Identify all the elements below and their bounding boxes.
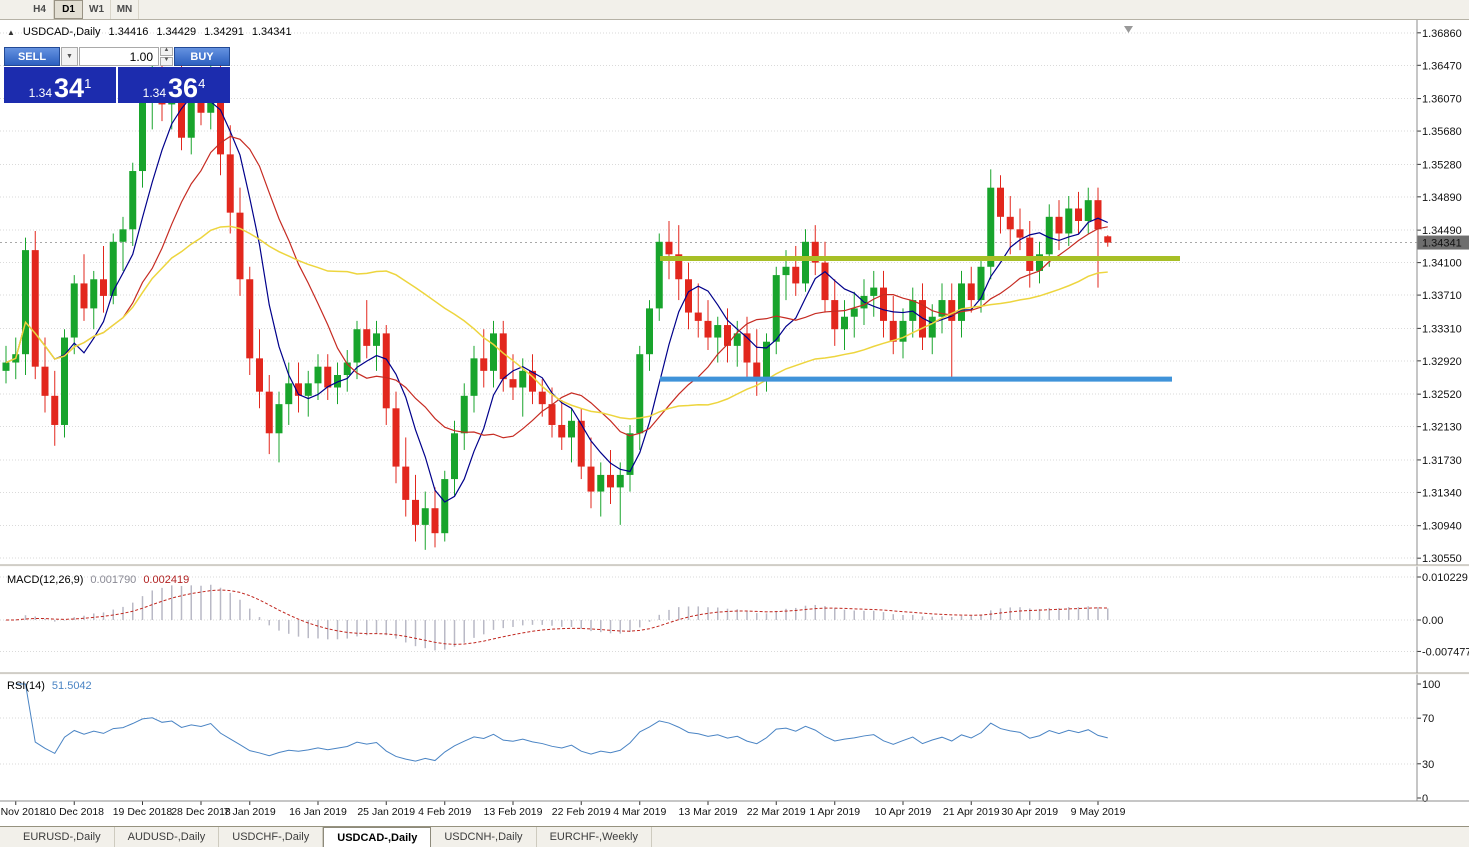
chart-tab-usdcnh-daily[interactable]: USDCNH-,Daily xyxy=(431,827,537,847)
svg-text:19 Dec 2018: 19 Dec 2018 xyxy=(113,806,173,818)
svg-text:1 Apr 2019: 1 Apr 2019 xyxy=(809,806,860,818)
svg-text:1.33310: 1.33310 xyxy=(1422,323,1462,335)
svg-text:1.32920: 1.32920 xyxy=(1422,356,1462,368)
ohlc-low: 1.34291 xyxy=(204,26,244,38)
ma-slow xyxy=(5,225,1108,420)
svg-text:28 Dec 2018: 28 Dec 2018 xyxy=(171,806,231,818)
collapse-trade-panel-icon[interactable]: ▲ xyxy=(7,27,15,37)
svg-text:22 Feb 2019: 22 Feb 2019 xyxy=(552,806,611,818)
rsi-panel: 100 70 30 0 xyxy=(0,679,1440,805)
chart-canvas[interactable]: 0.0102290.00-0.007477100703001.368601.36… xyxy=(0,20,1469,826)
sell-button[interactable]: SELL xyxy=(4,47,60,66)
ohlc-close: 1.34341 xyxy=(251,26,292,38)
macd-signal-value: 0.002419 xyxy=(143,574,190,586)
svg-text:1.36470: 1.36470 xyxy=(1422,60,1462,72)
chart-tab-usdcad-daily[interactable]: USDCAD-,Daily xyxy=(323,827,432,847)
timeframe-button-h4[interactable]: H4 xyxy=(26,0,54,19)
svg-text:1.30940: 1.30940 xyxy=(1422,521,1462,533)
bid-point: 1 xyxy=(84,76,92,91)
volume-dropdown-icon[interactable]: ▼ xyxy=(61,47,78,66)
ask-price-box[interactable]: 1.34 36 4 xyxy=(118,67,230,103)
svg-text:1.33710: 1.33710 xyxy=(1422,290,1462,302)
ask-point: 4 xyxy=(198,76,206,91)
svg-text:9 May 2019: 9 May 2019 xyxy=(1071,806,1126,818)
chart-area: 0.0102290.00-0.007477100703001.368601.36… xyxy=(0,20,1469,826)
rsi-name: RSI(14) xyxy=(7,680,45,692)
svg-text:1.36070: 1.36070 xyxy=(1422,94,1462,106)
svg-text:7 Jan 2019: 7 Jan 2019 xyxy=(224,806,276,818)
macd-name: MACD(12,26,9) xyxy=(7,574,84,586)
svg-text:30: 30 xyxy=(1422,759,1434,771)
volume-input[interactable]: 1.00 xyxy=(79,47,159,66)
svg-text:70: 70 xyxy=(1422,713,1434,725)
volume-stepper: ▲ ▼ xyxy=(160,47,173,66)
svg-text:1.31340: 1.31340 xyxy=(1422,487,1462,499)
svg-text:13 Mar 2019: 13 Mar 2019 xyxy=(679,806,738,818)
svg-text:1.36860: 1.36860 xyxy=(1422,28,1462,40)
macd-signal-line xyxy=(5,589,1108,645)
macd-label: MACD(12,26,9) 0.001790 0.002419 xyxy=(7,574,189,586)
ma-medium xyxy=(5,135,1108,439)
chart-tab-eurchf-weekly[interactable]: EURCHF-,Weekly xyxy=(537,827,652,847)
svg-text:1.32130: 1.32130 xyxy=(1422,422,1462,434)
svg-text:10 Apr 2019: 10 Apr 2019 xyxy=(875,806,932,818)
svg-text:1.31730: 1.31730 xyxy=(1422,455,1462,467)
price-axis[interactable] xyxy=(1417,20,1469,801)
macd-panel: 0.010229 0.00 -0.007477 xyxy=(0,572,1469,658)
chart-tab-audusd-daily[interactable]: AUDUSD-,Daily xyxy=(115,827,220,847)
volume-down-icon[interactable]: ▼ xyxy=(160,57,173,66)
svg-text:4 Feb 2019: 4 Feb 2019 xyxy=(418,806,471,818)
svg-text:30 Apr 2019: 30 Apr 2019 xyxy=(1001,806,1058,818)
macd-main-value: 0.001790 xyxy=(90,574,137,586)
ask-prefix: 1.34 xyxy=(142,86,167,100)
timeframe-toolbar: H4 D1 W1 MN xyxy=(0,0,1469,20)
svg-text:-0.007477: -0.007477 xyxy=(1422,646,1469,658)
timeframe-button-mn[interactable]: MN xyxy=(111,0,139,19)
svg-text:0.00: 0.00 xyxy=(1422,615,1443,627)
buy-button[interactable]: BUY xyxy=(174,47,230,66)
svg-text:1.35680: 1.35680 xyxy=(1422,126,1462,138)
svg-text:30 Nov 2018: 30 Nov 2018 xyxy=(0,806,46,818)
svg-text:1.35280: 1.35280 xyxy=(1422,159,1462,171)
chart-tab-eurusd-daily[interactable]: EURUSD-,Daily xyxy=(10,827,115,847)
one-click-trading-panel: SELL ▼ 1.00 ▲ ▼ BUY 1.34 34 1 1.34 36 xyxy=(4,47,230,103)
svg-text:1.34890: 1.34890 xyxy=(1422,192,1462,204)
svg-text:21 Apr 2019: 21 Apr 2019 xyxy=(943,806,1000,818)
svg-text:4 Mar 2019: 4 Mar 2019 xyxy=(613,806,666,818)
chart-tabs-bar: EURUSD-,Daily AUDUSD-,Daily USDCHF-,Daily U… xyxy=(0,826,1469,847)
date-axis[interactable] xyxy=(0,801,1417,826)
svg-text:1.34100: 1.34100 xyxy=(1422,258,1462,270)
ohlc-high: 1.34429 xyxy=(156,26,197,38)
rsi-label: RSI(14) 51.5042 xyxy=(7,680,92,692)
svg-text:22 Mar 2019: 22 Mar 2019 xyxy=(747,806,806,818)
autoscroll-icon[interactable] xyxy=(1124,26,1133,33)
svg-text:1.30550: 1.30550 xyxy=(1422,553,1462,565)
svg-text:25 Jan 2019: 25 Jan 2019 xyxy=(357,806,415,818)
rsi-line xyxy=(15,683,1108,762)
svg-text:13 Feb 2019: 13 Feb 2019 xyxy=(484,806,543,818)
svg-text:0: 0 xyxy=(1422,793,1428,805)
bid-pips: 34 xyxy=(54,73,85,103)
svg-text:16 Jan 2019: 16 Jan 2019 xyxy=(289,806,347,818)
svg-text:10 Dec 2018: 10 Dec 2018 xyxy=(44,806,104,818)
svg-text:0.010229: 0.010229 xyxy=(1422,572,1468,584)
volume-up-icon[interactable]: ▲ xyxy=(160,47,173,56)
chart-ohlc-header: ▲ USDCAD-,Daily 1.34416 1.34429 1.34291 … xyxy=(7,26,292,38)
bid-prefix: 1.34 xyxy=(28,86,53,100)
current-price-badge: 1.34341 xyxy=(1422,238,1462,250)
candles-layer xyxy=(2,50,1112,550)
rsi-value: 51.5042 xyxy=(51,680,92,692)
svg-text:100: 100 xyxy=(1422,679,1440,691)
svg-text:1.34490: 1.34490 xyxy=(1422,225,1462,237)
timeframe-button-w1[interactable]: W1 xyxy=(83,0,111,19)
ohlc-open: 1.34416 xyxy=(108,26,149,38)
chart-tab-usdchf-daily[interactable]: USDCHF-,Daily xyxy=(219,827,324,847)
ask-pips: 36 xyxy=(168,73,199,103)
svg-text:1.32520: 1.32520 xyxy=(1422,389,1462,401)
bid-price-box[interactable]: 1.34 34 1 xyxy=(4,67,116,103)
timeframe-button-d1[interactable]: D1 xyxy=(54,0,83,19)
axes-layer: 1.36860 1.36470 1.36070 1.35680 1.35280 1.348… xyxy=(0,20,1469,818)
chart-symbol-title: USDCAD-,Daily xyxy=(22,26,101,38)
